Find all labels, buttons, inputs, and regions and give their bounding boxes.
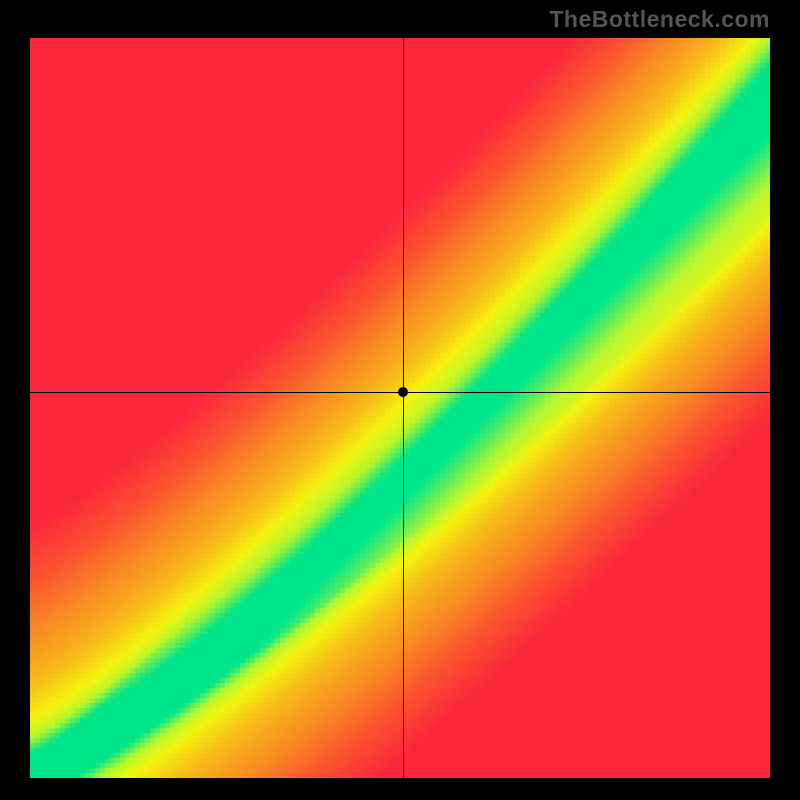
chart-container: TheBottleneck.com (0, 0, 800, 800)
heatmap-plot (30, 38, 770, 778)
crosshair-vertical (403, 38, 404, 778)
watermark-text: TheBottleneck.com (549, 6, 770, 33)
heatmap-canvas (30, 38, 770, 778)
crosshair-marker (398, 387, 408, 397)
